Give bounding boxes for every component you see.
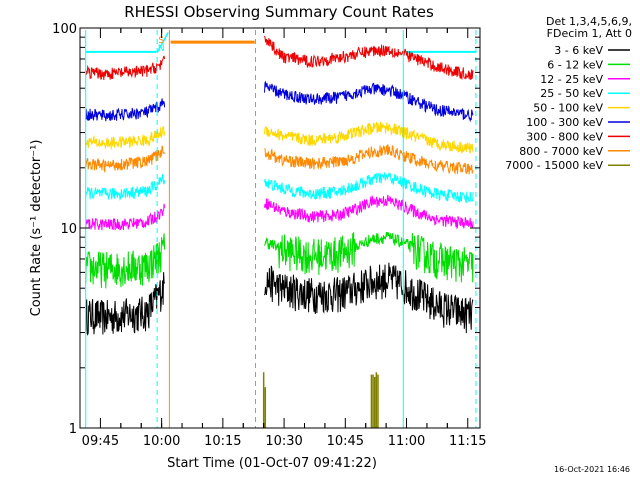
legend: Det 1,3,4,5,6,9,FDecim 1, Att 0 3 - 6 keV… <box>505 15 632 172</box>
x-tick-label-2: 10:15 <box>204 434 241 449</box>
y-tick-label-1: 10 <box>60 222 77 237</box>
series-line-4-segment-0 <box>85 125 166 150</box>
legend-label-1: 6 - 12 keV <box>547 58 603 71</box>
series-line-0-segment-0 <box>85 272 166 336</box>
legend-label-0: 3 - 6 keV <box>554 44 603 57</box>
x-tick-label-1: 10:00 <box>143 434 180 449</box>
legend-label-6: 300 - 800 keV <box>526 130 603 143</box>
y-axis-label: Count Rate (s⁻¹ detector⁻¹) <box>29 140 44 317</box>
legend-label-3: 25 - 50 keV <box>540 87 603 100</box>
series-line-5-segment-1 <box>264 80 474 123</box>
axes: 09:45 10:00 10:15 10:30 10:45 11:00 11:15 1 10 10… <box>52 22 486 449</box>
plot-area: SN <box>85 30 477 428</box>
series-line-6-segment-0 <box>85 55 166 81</box>
legend-label-4: 50 - 100 keV <box>533 102 603 115</box>
series-line-7-segment-1 <box>264 144 474 175</box>
x-tick-label-4: 10:45 <box>327 434 364 449</box>
saturation-ramp <box>156 32 169 53</box>
y-tick-label-0: 1 <box>69 422 77 437</box>
legend-label-2: 12 - 25 keV <box>540 73 603 86</box>
series-line-0-segment-1 <box>264 262 474 334</box>
series-line-3-segment-1 <box>264 172 474 204</box>
y-tick-label-2: 100 <box>52 22 77 37</box>
annotation-n: N <box>158 44 165 54</box>
legend-header-1: FDecim 1, Att 0 <box>547 27 632 40</box>
series-line-2-segment-1 <box>264 194 474 230</box>
x-tick-label-6: 11:15 <box>449 434 486 449</box>
series-line-3-segment-0 <box>85 173 166 201</box>
series-line-7-segment-0 <box>85 145 166 174</box>
x-tick-label-0: 09:45 <box>82 434 119 449</box>
legend-label-5: 100 - 300 keV <box>526 116 603 129</box>
x-tick-label-3: 10:30 <box>265 434 302 449</box>
legend-label-7: 800 - 7000 keV <box>519 145 603 158</box>
legend-label-8: 7000 - 15000 keV <box>505 159 603 172</box>
series-line-5-segment-0 <box>85 98 166 122</box>
x-axis-label: Start Time (01-Oct-07 09:41:22) <box>167 456 377 471</box>
annotation-s: S <box>158 36 164 46</box>
series-line-1-segment-0 <box>85 233 166 289</box>
series-line-2-segment-0 <box>85 203 166 231</box>
legend-header-0: Det 1,3,4,5,6,9, <box>546 15 632 28</box>
series-line-6-segment-1 <box>264 35 474 81</box>
timestamp-label: 16-Oct-2021 16:46 <box>554 465 630 474</box>
series-line-1-segment-1 <box>264 232 474 283</box>
x-tick-label-5: 11:00 <box>388 434 425 449</box>
series-line-4-segment-1 <box>264 121 474 154</box>
plot-frame <box>79 27 481 429</box>
chart-title: RHESSI Observing Summary Count Rates <box>124 3 434 21</box>
